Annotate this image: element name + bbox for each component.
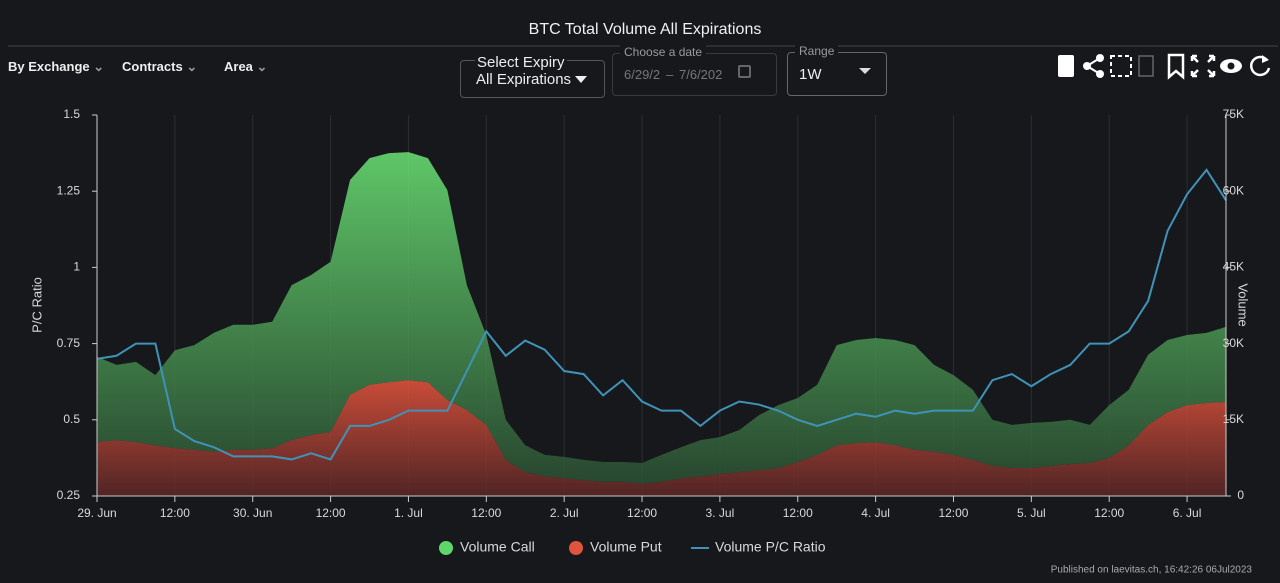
bookmark-icon[interactable] [1167,53,1185,80]
x-tick-label: 3. Jul [706,506,735,520]
filter[interactable]: Contracts ⌄ [122,59,198,74]
expiry-label: Select Expiry [475,54,567,71]
footer: Published on laevitas.ch, 16:42:26 06Jul… [1051,565,1253,576]
chart-title: BTC Total Volume All Expirations [529,21,762,38]
legend-swatch [569,541,583,555]
filter[interactable]: By Exchange ⌄ [8,59,105,74]
legend-label[interactable]: Volume P/C Ratio [715,539,826,555]
x-tick-label: 12:00 [1094,506,1124,520]
y-axis-title: P/C Ratio [29,277,44,333]
filter[interactable]: Area ⌄ [224,59,268,74]
x-tick-label: 29. Jun [77,506,116,520]
refresh-arrow [1262,55,1269,63]
x-tick-label: 12:00 [938,506,968,520]
x-tick-label: 12:00 [783,506,813,520]
y2-tick-label: 0 [1237,488,1244,502]
legend-label[interactable]: Volume Call [460,539,535,555]
x-tick-label: 6. Jul [1173,506,1202,520]
csv-icon[interactable] [1138,55,1154,77]
y2-tick-label: 75K [1223,107,1244,121]
filter-label: Contracts [122,59,183,74]
dropdown-arrow [575,76,587,83]
x-tick-label: 12:00 [316,506,346,520]
range-value: 1W [799,66,822,83]
legend-label[interactable]: Volume Put [590,539,662,555]
y2-tick-label: 15K [1223,412,1244,426]
y-tick-label: 0.5 [63,412,80,426]
image-icon[interactable] [1110,55,1132,77]
y-tick-label: 1.25 [57,183,81,197]
x-tick-label: 5. Jul [1017,506,1046,520]
pdf-icon[interactable] [1058,55,1074,77]
y2-tick-label: 30K [1223,336,1244,350]
y-tick-label: 1 [73,260,80,274]
y-tick-label: 0.75 [57,336,81,350]
toolbar [1058,53,1271,80]
y2-tick-label: 45K [1223,260,1244,274]
dropdown-arrow [859,68,871,74]
refresh-icon[interactable] [1249,55,1271,77]
filter-label: By Exchange [8,59,90,74]
calendar-icon[interactable] [738,65,751,78]
fullscreen-icon[interactable] [1190,54,1216,78]
date-end: 7/6/202 [679,67,723,82]
x-tick-label: 1. Jul [394,506,423,520]
filter-label: Area [224,59,253,74]
expiry-value: All Expirations [476,71,572,88]
y2-tick-label: 60K [1223,183,1244,197]
y-tick-label: 1.5 [63,107,80,121]
legend-swatch [439,541,453,555]
y2-axis-title: Volume [1236,283,1251,326]
areas [97,152,1226,496]
share-icon[interactable] [1083,54,1104,78]
x-tick-label: 30. Jun [233,506,272,520]
eye-icon[interactable] [1220,59,1242,73]
x-tick-label: 12:00 [471,506,501,520]
area [97,152,1226,484]
x-tick-label: 12:00 [627,506,657,520]
y-tick-label: 0.25 [57,488,81,502]
date-start: 6/29/2 [624,67,661,82]
range-label: Range [795,44,839,58]
line [96,168,1227,461]
date-sep: – [666,67,674,82]
x-tick-label: 12:00 [160,506,190,520]
x-tick-label: 2. Jul [550,506,579,520]
x-tick-label: 4. Jul [861,506,890,520]
date-label: Choose a date [620,45,707,59]
area [97,380,1226,496]
